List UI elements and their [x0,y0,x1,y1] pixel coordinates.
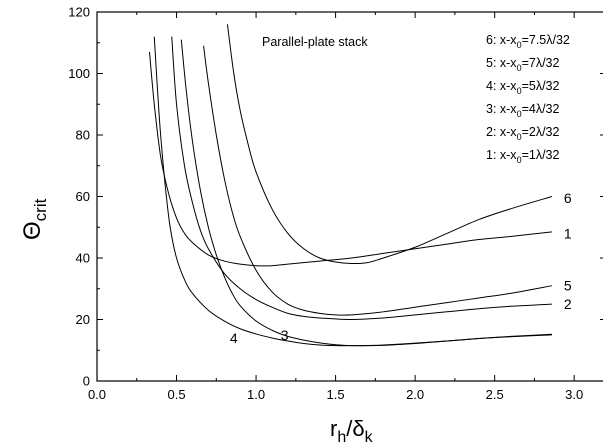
x-axis-label-sub2: k [365,429,374,446]
x-tick-label: 0.5 [167,387,185,402]
legend-entry-subscript: 0 [517,155,522,165]
legend-entry-prefix: 4: x-x [486,79,517,93]
legend-entry-value: =7λ/32 [522,56,560,70]
legend-entry-value: =4λ/32 [522,102,560,116]
curve-label-5: 5 [564,278,572,294]
x-axis-label-main: r [330,416,337,441]
y-tick-label: 100 [68,66,90,81]
legend-entry-prefix: 3: x-x [486,102,517,116]
curves [148,24,553,347]
legend-entry-subscript: 0 [517,63,522,73]
legend-entry: 2: x-x0=2λ/32 [486,125,560,142]
y-tick-label: 60 [76,189,90,204]
y-tick-label: 80 [76,128,90,143]
curve-label-3: 3 [281,327,289,343]
y-tick-label: 40 [76,251,90,266]
x-tick-label: 1.0 [247,387,265,402]
x-axis-label: rh/δk [330,416,374,446]
x-axis-label-mid: /δ [346,416,364,441]
legend-entry-value: =7.5λ/32 [522,33,570,47]
y-tick-label: 120 [68,5,90,20]
curve-labels: 6 1 5 2 4 3 [230,190,572,346]
y-tick-label: 0 [83,374,90,389]
curve-label-1: 1 [564,225,572,241]
legend-entry-prefix: 5: x-x [486,56,517,70]
curve-label-4: 4 [230,330,238,346]
x-tick-label: 2.0 [406,387,424,402]
legend-entry-prefix: 6: x-x [486,33,517,47]
legend: 6: x-x0=7.5λ/325: x-x0=7λ/324: x-x0=5λ/3… [486,33,570,165]
legend-entry-subscript: 0 [517,40,522,50]
y-tick-label: 20 [76,312,90,327]
x-tick-label: 1.5 [327,387,345,402]
x-tick-label: 2.5 [486,387,504,402]
legend-entry-subscript: 0 [517,86,522,96]
legend-entry-subscript: 0 [517,132,522,142]
x-axis-label-sub1: h [337,429,346,446]
curve-label-6: 6 [564,190,572,206]
legend-entry: 3: x-x0=4λ/32 [486,102,560,119]
series-4-line [180,39,552,347]
series-2-line [171,36,552,321]
legend-entry-value: =1λ/32 [522,148,560,162]
annotation-parallel-plate-stack: Parallel-plate stack [262,35,368,49]
y-axis-label: Θcrit [19,198,50,240]
legend-entry-subscript: 0 [517,109,522,119]
series-5-line [203,45,553,316]
curve-label-2: 2 [564,296,572,312]
legend-entry: 5: x-x0=7λ/32 [486,56,560,73]
x-tick-label: 0.0 [88,387,106,402]
legend-entry: 4: x-x0=5λ/32 [486,79,560,96]
series-1-line [148,51,552,267]
legend-entry: 6: x-x0=7.5λ/32 [486,33,570,50]
legend-entry-prefix: 2: x-x [486,125,517,139]
x-tick-label: 3.0 [565,387,583,402]
y-axis-label-sub: crit [31,198,50,221]
y-axis-label-symbol: Θ [19,221,46,240]
legend-entry-value: =2λ/32 [522,125,560,139]
legend-entry-value: =5λ/32 [522,79,560,93]
legend-entry-prefix: 1: x-x [486,148,517,162]
legend-entry: 1: x-x0=1λ/32 [486,148,560,165]
series-6-line [226,24,553,265]
